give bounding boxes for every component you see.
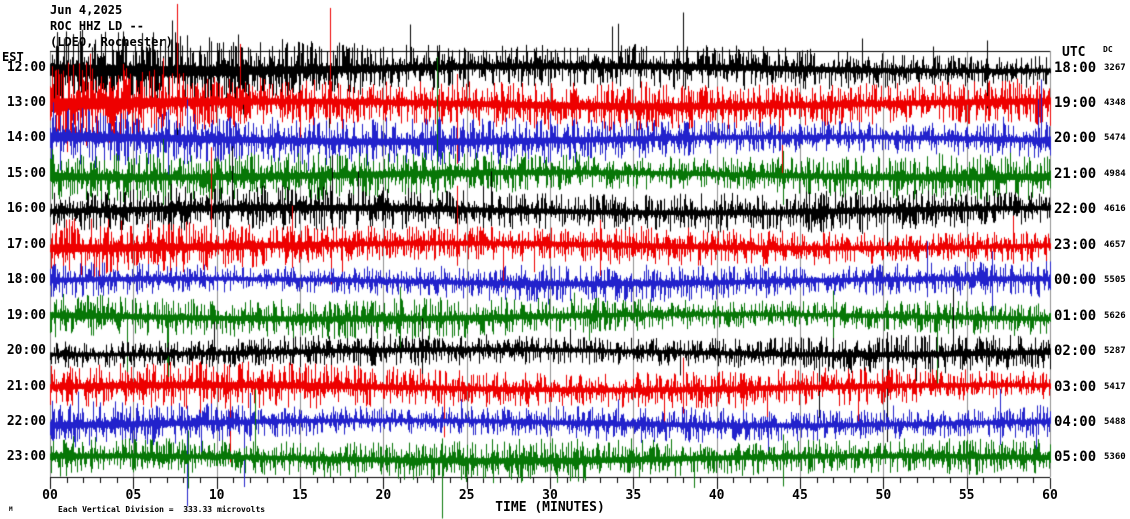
x-tick-label: 50 [875,488,892,503]
header-date: Jun 4,2025 [50,3,123,17]
est-time-label: 13:00 [6,94,46,110]
dc-value: 5360 [1104,452,1126,463]
est-time-label: 12:00 [6,59,46,75]
est-column-header: EST [2,50,24,64]
dc-value: 4984 [1104,168,1126,179]
x-tick-label: 30 [542,488,558,503]
header-network: (LDEO, Rochester) [50,35,173,49]
utc-time-label: 02:00 [1054,343,1097,360]
x-tick-label: 00 [42,488,58,503]
utc-time-label: 04:00 [1054,414,1097,430]
utc-time-label: 23:00 [1054,236,1097,253]
utc-time-label: 01:00 [1054,307,1097,324]
x-tick-label: 25 [458,488,475,503]
est-time-label: 15:00 [6,165,46,181]
dc-value: 4616 [1104,204,1126,215]
dc-value: 4657 [1104,239,1126,250]
dc-value: 5417 [1104,381,1126,392]
dc-value: 4348 [1104,97,1126,108]
utc-time-label: 00:00 [1054,272,1097,289]
x-tick-label: 05 [125,488,142,503]
x-tick-label: 60 [1042,488,1058,503]
utc-time-label: 19:00 [1054,94,1097,111]
x-tick-label: 55 [958,488,975,503]
dc-value: 5505 [1104,275,1126,286]
est-time-label: 21:00 [6,378,46,394]
dc-value: 3267 [1104,62,1126,73]
tiny-logo-mark: M [9,506,13,513]
est-time-label: 16:00 [6,201,46,217]
dc-column-header: DC [1103,45,1113,54]
scale-note: Each Vertical Division = 333.33 microvol… [58,505,266,514]
x-tick-label: 10 [208,488,225,503]
est-time-label: 23:00 [6,449,46,465]
x-tick-label: 35 [625,488,642,503]
utc-time-label: 03:00 [1054,378,1097,395]
utc-time-label: 18:00 [1054,59,1097,76]
x-tick-label: 20 [375,488,392,503]
x-tick-label: 40 [708,488,725,503]
est-time-label: 18:00 [6,272,46,288]
dc-value: 5287 [1104,346,1126,357]
x-axis-title: TIME (MINUTES) [495,500,605,515]
utc-time-label: 22:00 [1054,201,1097,218]
est-time-label: 20:00 [6,343,46,359]
x-tick-label: 45 [792,488,808,503]
est-time-label: 17:00 [6,236,46,252]
utc-time-label: 21:00 [1054,165,1097,182]
est-time-label: 22:00 [6,414,46,429]
dc-value: 5488 [1104,417,1126,427]
dc-value: 5474 [1104,133,1126,144]
header-station: ROC HHZ LD -- [50,19,144,33]
est-time-label: 14:00 [6,130,46,146]
dc-value: 5626 [1104,310,1126,321]
est-time-label: 19:00 [6,307,46,323]
utc-time-label: 20:00 [1054,130,1097,147]
utc-time-label: 05:00 [1054,449,1097,466]
x-tick-label: 15 [292,488,308,503]
utc-column-header: UTC [1062,45,1086,60]
